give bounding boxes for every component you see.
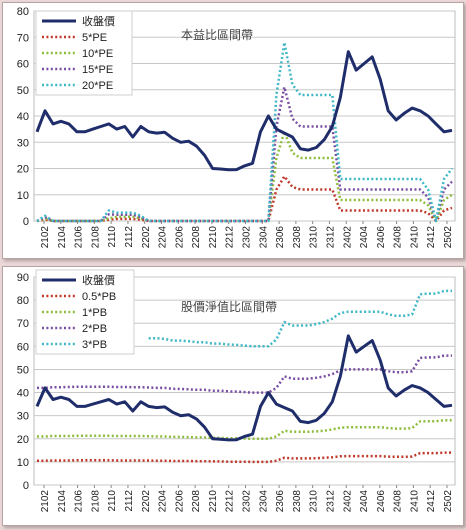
legend-label: 15*PE (82, 64, 113, 76)
series-line-15xpe (36, 85, 453, 223)
x-tick-label: 2208 (191, 226, 202, 249)
legend: 收盤價 5*PE 10*PE 15*PE 20*PE (35, 10, 133, 96)
x-tick-label: 2302 (242, 490, 253, 513)
series-line-close (35, 50, 453, 172)
pb-band-chart: 0 10 20 30 40 50 60 70 80 90 2102 2104 2106 2108 2110 2… (17, 269, 456, 513)
x-tick-label: 2212 (225, 490, 236, 513)
series-line-10xpe (36, 130, 453, 223)
legend: 收盤價 0.5*PB 1*PB 2*PB 3*PB (35, 269, 135, 355)
x-tick-label: 2310 (309, 490, 320, 513)
x-tick-label: 2410 (409, 226, 420, 249)
legend-label: 3*PB (82, 339, 107, 351)
x-tick-label: 2102 (40, 490, 51, 513)
y-tick-label: 10 (17, 190, 29, 202)
y-tick-label: 30 (17, 137, 29, 149)
x-tick-label: 2312 (325, 490, 336, 513)
y-tick-label: 80 (17, 295, 29, 307)
series-line-0-5xpb (37, 451, 452, 464)
y-tick-label: 80 (17, 6, 29, 18)
x-tick-label: 2306 (275, 490, 286, 513)
y-tick-label: 40 (17, 111, 29, 123)
x-tick-label: 2110 (107, 490, 118, 512)
x-tick-label: 2412 (426, 226, 437, 249)
x-tick-label: 2502 (443, 226, 454, 249)
series-line-1xpb (37, 419, 452, 441)
legend-label: 10*PE (82, 48, 113, 60)
y-tick-label: 20 (17, 434, 29, 446)
x-tick-label: 2202 (141, 490, 152, 513)
y-tick-label: 20 (17, 164, 29, 176)
x-tick-label: 2410 (409, 490, 420, 513)
y-tick-label: 50 (17, 364, 29, 376)
x-tick-label: 2212 (225, 226, 236, 249)
x-tick-label: 2104 (57, 490, 68, 513)
x-tick-label: 2404 (359, 490, 370, 513)
pb-band-chart-panel: 0 10 20 30 40 50 60 70 80 90 2102 2104 2106 2108 2110 2… (2, 266, 464, 526)
x-tick-label: 2408 (393, 490, 404, 513)
x-tick-label: 2306 (275, 226, 286, 249)
y-tick-label: 60 (17, 59, 29, 71)
y-tick-label: 70 (17, 32, 29, 44)
x-tick-label: 2412 (426, 490, 437, 513)
x-tick-label: 2406 (376, 490, 387, 513)
x-tick-label: 2206 (174, 490, 185, 513)
x-tick-label: 2106 (74, 226, 85, 249)
x-tick-label: 2308 (292, 490, 303, 513)
legend-label: 收盤價 (82, 14, 115, 28)
x-tick-label: 2210 (208, 490, 219, 513)
series-line-20xpe (36, 41, 453, 223)
series-line-5xpe (36, 175, 453, 223)
x-tick-label: 2102 (40, 226, 51, 249)
x-tick-label: 2402 (342, 490, 353, 513)
y-tick-label: 60 (17, 341, 29, 353)
legend-label: 1*PB (82, 307, 107, 319)
x-tick-label: 2402 (342, 226, 353, 249)
y-tick-label: 70 (17, 318, 29, 330)
series-line-2xpb (37, 354, 452, 394)
x-tick-label: 2202 (141, 226, 152, 249)
y-tick-label: 90 (17, 272, 29, 284)
y-tick-label: 0 (23, 480, 29, 492)
legend-label: 2*PB (82, 323, 107, 335)
x-tick-label: 2312 (325, 226, 336, 249)
x-tick-label: 2204 (158, 490, 169, 513)
y-tick-label: 30 (17, 411, 29, 423)
x-tick-label: 2104 (57, 226, 68, 249)
x-tick-label: 2206 (174, 226, 185, 249)
legend-label: 20*PE (82, 80, 113, 92)
x-tick-label: 2204 (158, 226, 169, 249)
series-line-close (35, 334, 453, 442)
x-tick-label: 2208 (191, 490, 202, 513)
y-tick-label: 50 (17, 85, 29, 97)
x-tick-label: 2310 (309, 226, 320, 249)
x-tick-label: 2108 (90, 226, 101, 249)
x-tick-label: 2404 (359, 226, 370, 249)
x-tick-label: 2106 (74, 490, 85, 513)
x-tick-label: 2302 (242, 226, 253, 249)
x-tick-label: 2308 (292, 226, 303, 249)
x-tick-label: 2210 (208, 226, 219, 249)
x-tick-label: 2406 (376, 226, 387, 249)
pe-band-chart: 0 10 20 30 40 50 60 70 80 2102 2104 2106 2108 2110 211… (17, 6, 456, 249)
legend-label: 5*PE (82, 32, 107, 44)
y-tick-label: 40 (17, 388, 29, 400)
x-tick-label: 2112 (124, 490, 135, 512)
legend-label: 收盤價 (82, 273, 115, 287)
x-tick-label: 2112 (124, 226, 135, 248)
chart-title: 股價淨值比區間帶 (181, 299, 277, 314)
pe-band-chart-panel: 0 10 20 30 40 50 60 70 80 2102 2104 2106 2108 2110 211… (2, 2, 464, 259)
x-tick-label: 2110 (107, 226, 118, 248)
y-tick-label: 0 (23, 216, 29, 228)
chart-title: 本益比區間帶 (181, 28, 253, 42)
legend-label: 0.5*PB (82, 291, 116, 303)
x-tick-label: 2408 (393, 226, 404, 249)
x-tick-label: 2304 (258, 490, 269, 513)
x-tick-label: 2502 (443, 490, 454, 513)
x-tick-label: 2108 (90, 490, 101, 513)
x-tick-label: 2304 (258, 226, 269, 249)
y-tick-label: 10 (17, 457, 29, 469)
